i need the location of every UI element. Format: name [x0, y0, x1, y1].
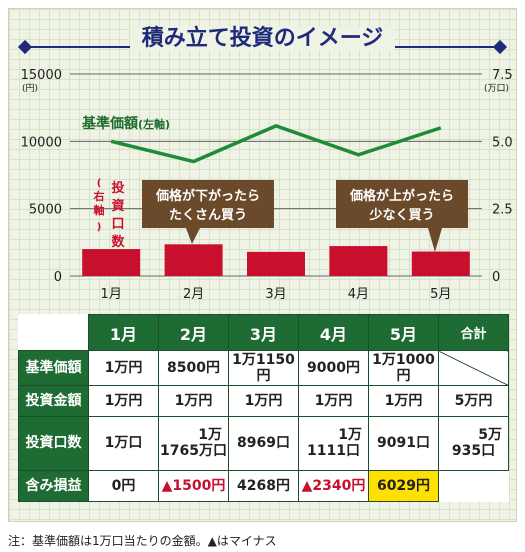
callout-text: 少なく買う: [368, 207, 434, 223]
x-tick-label: 2月: [183, 287, 204, 302]
table-cell: 1万円: [298, 384, 369, 417]
bar-axis-note-char: 右: [93, 189, 105, 203]
table-cell: 1万円: [368, 384, 439, 417]
x-tick-label: 5月: [430, 287, 451, 302]
callout-text: 価格が上がったら: [349, 188, 454, 204]
table-cell: [439, 470, 509, 501]
chart-grid: [70, 73, 482, 277]
table-cell: 1万円: [88, 350, 159, 386]
data-table: 1月 2月 3月 4月 5月 合計 基準価額 1万円 8500円 1万1150円 9000円 1万1…: [18, 314, 509, 503]
footnote: 注：基準価額は1万口当たりの金額。▲はマイナス: [8, 534, 277, 548]
table-cell: 1万1150円: [228, 350, 299, 386]
left-axis-unit: (円): [22, 83, 38, 94]
row-header: 基準価額: [18, 350, 89, 386]
bar-series-label-char: 資: [111, 198, 124, 214]
table-cell: 1万円: [158, 384, 229, 417]
callout-text: 価格が下がったら: [155, 188, 260, 204]
table-header-row: 1月 2月 3月 4月 5月 合計: [19, 314, 509, 351]
row-header: 含み損益: [18, 469, 89, 503]
title-row: 積み立て投資のイメージ: [8, 8, 517, 58]
bar: [247, 251, 305, 276]
column-header: 5月: [368, 314, 439, 351]
table-row: 投資金額 1万円 1万円 1万円 1万円 1万円 5万円: [18, 384, 509, 417]
right-axis-unit: (万口): [484, 84, 509, 94]
right-tick-label: 7.5: [492, 68, 513, 83]
bar-axis-note-char: ): [97, 222, 102, 233]
table-cell: 0円: [88, 469, 159, 503]
table-cell: 9091口: [368, 415, 439, 471]
bar-axis-note-char: (: [97, 178, 102, 189]
column-header: 3月: [228, 314, 299, 351]
x-tick-label: 1月: [101, 287, 122, 302]
table-cell: 5万 935口: [438, 415, 509, 471]
row-header: 投資金額: [18, 384, 89, 417]
right-tick-label: 0: [492, 270, 500, 285]
x-tick-label: 3月: [265, 287, 286, 302]
callout-text: たくさん買う: [169, 208, 247, 223]
column-header: 4月: [298, 314, 369, 351]
bar: [411, 251, 470, 276]
table-cell: 1万円: [88, 384, 159, 417]
callout-box: [336, 180, 468, 228]
table-cell: 1万円: [228, 384, 299, 417]
bar: [82, 249, 141, 276]
bar-series-label-char: 口: [111, 217, 124, 232]
bar: [164, 244, 223, 276]
series-labels: 基準価額(左軸) 投資口数 (右軸): [82, 115, 170, 250]
callout-tail: [428, 228, 442, 252]
left-tick-label: 0: [54, 270, 62, 285]
bar-series-label-char: 数: [111, 234, 125, 250]
bar-series-label-char: 投: [111, 180, 124, 196]
table-cell: 1万口: [88, 415, 159, 471]
line-series-label: 基準価額(左軸): [82, 115, 170, 132]
callout-tail: [186, 228, 200, 244]
column-header: 2月: [158, 314, 229, 351]
table-row: 含み損益 0円 ▲1500円 4268円 ▲2340円 6029円: [18, 469, 509, 503]
line-series: [110, 123, 442, 164]
table-corner: [19, 315, 89, 351]
right-tick-label: 2.5: [492, 203, 513, 218]
table-cell: 1万 1765万口: [158, 415, 229, 471]
callout-box: [142, 180, 274, 228]
bar: [329, 246, 388, 276]
table-cell: 4268円: [228, 469, 299, 503]
line-path: [110, 123, 442, 164]
left-tick-label: 10000: [21, 135, 62, 150]
table-cell: 8500円: [158, 350, 229, 386]
chart-axes: 15000 7.5 10000 5.0 5000 2.5 0 0 (円) (万口) 1月 2月 3月 4月…: [21, 68, 513, 302]
left-tick-label: 15000: [21, 68, 62, 83]
table-cell: 9000円: [298, 350, 369, 386]
table-cell: 8969口: [228, 415, 299, 471]
column-header: 1月: [88, 314, 159, 351]
table-cell: 5万円: [438, 384, 509, 417]
table-cell: 1万1000円: [368, 350, 439, 386]
chart: 15000 7.5 10000 5.0 5000 2.5 0 0 (円) (万口) 1月 2月 3月 4月…: [21, 68, 513, 302]
table-cell: ▲2340円: [298, 469, 369, 503]
table-row: 投資口数 1万口 1万 1765万口 8969口 1万 1111口 9091口 5万 935口: [18, 415, 509, 471]
left-tick-label: 5000: [29, 203, 62, 218]
table-cell: ▲1500円: [158, 469, 229, 503]
bar-series: [82, 244, 470, 276]
table-cell: 6029円: [368, 469, 439, 503]
table-cell: 1万 1111口: [298, 415, 369, 471]
column-header: 合計: [438, 314, 509, 351]
table-row: 基準価額 1万円 8500円 1万1150円 9000円 1万1000円: [18, 350, 509, 386]
row-header: 投資口数: [18, 415, 89, 471]
bar-axis-note-char: 軸: [94, 203, 105, 217]
x-tick-label: 4月: [348, 287, 369, 302]
right-tick-label: 5.0: [492, 135, 513, 150]
page-title: 積み立て投資のイメージ: [8, 20, 517, 52]
table-cell: [438, 350, 509, 386]
